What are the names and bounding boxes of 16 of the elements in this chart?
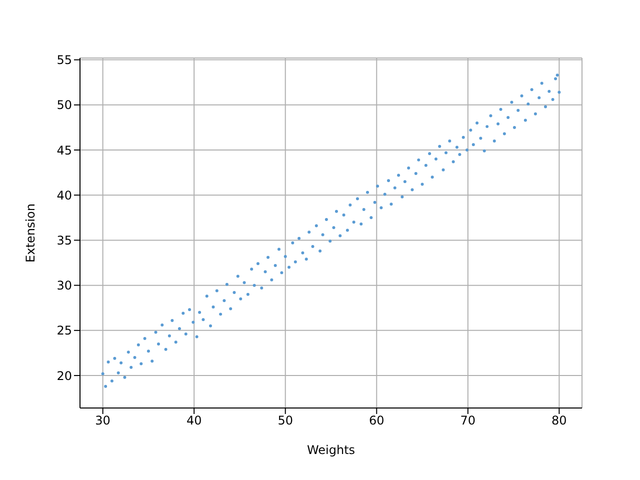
- y-axis-title: Extension: [23, 204, 38, 262]
- y-tick-label: 55: [56, 53, 72, 68]
- y-tick-label: 45: [56, 143, 72, 158]
- x-tick-label: 30: [95, 414, 110, 428]
- y-tick-label: 35: [56, 233, 72, 248]
- x-tick-label: 50: [278, 414, 294, 428]
- x-tick-label: 80: [552, 414, 567, 428]
- y-tick-label: 25: [56, 324, 72, 338]
- x-tick-label: 60: [368, 414, 384, 428]
- y-tick-label: 50: [56, 98, 72, 112]
- y-tick-label: 20: [56, 368, 72, 383]
- y-tick-label: 40: [56, 188, 72, 202]
- y-tick-label: 30: [56, 278, 72, 293]
- x-tick-label: 70: [460, 414, 476, 428]
- x-tick-label: 40: [186, 414, 202, 428]
- x-axis-title: Weights: [306, 443, 356, 457]
